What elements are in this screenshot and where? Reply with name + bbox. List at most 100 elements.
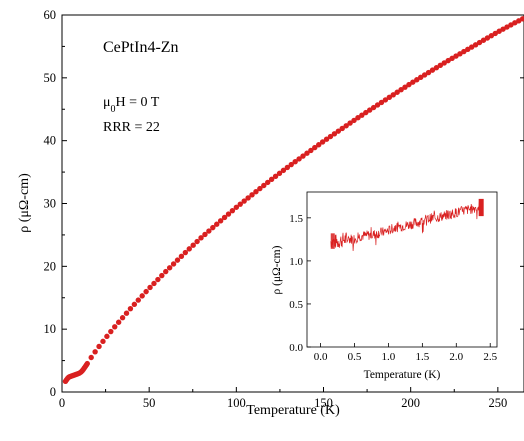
inset-chart: 0.0 0.5 1.0 1.5 2.0 2.5 0.0 0.5 1.0 1.5 Temperatu… [271,187,498,381]
data-point [135,297,141,303]
data-point [147,284,153,291]
data-point [437,62,444,69]
data-point [151,280,157,287]
data-point [96,343,102,350]
inset-y-tick-label: 0.5 [289,299,303,311]
y-tick-label: 50 [44,71,57,85]
x-tick-label: 250 [488,396,507,410]
data-point [284,164,291,171]
inset-data-series [330,198,484,252]
data-point [241,198,247,204]
data-point [472,42,479,48]
inset-x-tick-label: 0.5 [348,351,362,363]
data-point [327,133,334,140]
data-point [406,81,412,88]
data-point [398,87,404,93]
inset-background [302,187,497,350]
data-point [402,84,408,90]
data-point [174,257,181,263]
data-point [100,338,106,345]
y-tick-label: 0 [50,385,56,399]
inset-data-line [330,199,483,252]
field-annotation: μ0H = 0 T [103,95,160,115]
data-point [257,185,263,192]
data-point [119,315,126,321]
data-point [519,16,524,22]
x-axis-label: Temperature (K) [246,403,340,418]
inset-axis-ticks: 0.0 0.5 1.0 1.5 2.0 2.5 0.0 0.5 1.0 1.5 [289,213,497,363]
data-point [182,249,189,256]
data-point [390,92,396,98]
data-point [253,189,259,195]
data-point [292,159,298,165]
data-point [465,46,471,53]
data-point [190,242,196,248]
data-point [233,204,240,210]
rrr-annotation: RRR = 22 [103,120,160,135]
data-point [410,79,416,85]
data-point [214,221,220,227]
data-point [108,328,114,335]
data-point [492,30,498,37]
data-point [418,74,424,81]
data-point [198,235,204,241]
data-point [84,360,90,367]
data-point [468,44,475,50]
data-point [210,224,216,231]
data-point [123,310,130,316]
data-point [312,144,318,151]
inset-plot-frame [306,191,498,348]
inset-x-tick-label: 1.0 [382,351,396,363]
data-point [276,170,283,177]
data-point [449,55,455,62]
inset-y-tick-label: 0.0 [289,342,303,354]
x-tick-label: 150 [314,396,333,410]
data-point [339,125,345,132]
data-point [351,117,357,124]
inset-y-tick-label: 1.5 [289,213,303,225]
data-point [88,354,94,361]
data-point [225,211,232,217]
sample-name-annotation: CePtIn4-Zn [103,39,179,56]
data-point [363,109,369,116]
data-point [178,253,185,260]
y-tick-label: 40 [44,134,57,148]
inset-x-tick-label: 2.0 [449,351,463,363]
data-point [445,57,451,64]
data-point [319,139,326,145]
data-point [453,53,459,59]
data-point [425,69,432,76]
y-tick-label: 20 [44,259,57,273]
data-point [268,176,275,182]
data-point [355,115,361,121]
data-point [378,99,385,106]
inset-x-axis-label: Temperature (K) [364,369,441,381]
data-point [457,51,463,57]
main-axis-ticks: 0 50 100 150 200 250 0 10 20 30 40 50 60 [44,8,524,410]
data-point [367,107,373,113]
data-point [308,147,314,154]
data-point [112,324,118,330]
data-point [296,156,302,162]
inset-y-axis-label: ρ (μΩ-cm) [271,245,283,294]
data-point [374,102,381,108]
y-tick-label: 10 [44,322,57,336]
data-point [261,182,267,189]
data-point [433,65,440,71]
data-point [414,77,420,83]
data-point [359,112,365,118]
data-point [386,94,393,101]
data-point [206,228,212,234]
data-point [343,123,349,129]
data-point [272,173,279,180]
data-point [484,35,491,41]
x-tick-label: 50 [143,396,156,410]
data-point [155,276,161,283]
data-point [131,301,138,308]
data-point [429,67,436,73]
inset-y-tick-label: 1.0 [289,256,303,268]
data-point [245,195,251,201]
inset-start-cluster [330,233,335,249]
data-point [170,261,177,267]
data-point [163,268,169,275]
